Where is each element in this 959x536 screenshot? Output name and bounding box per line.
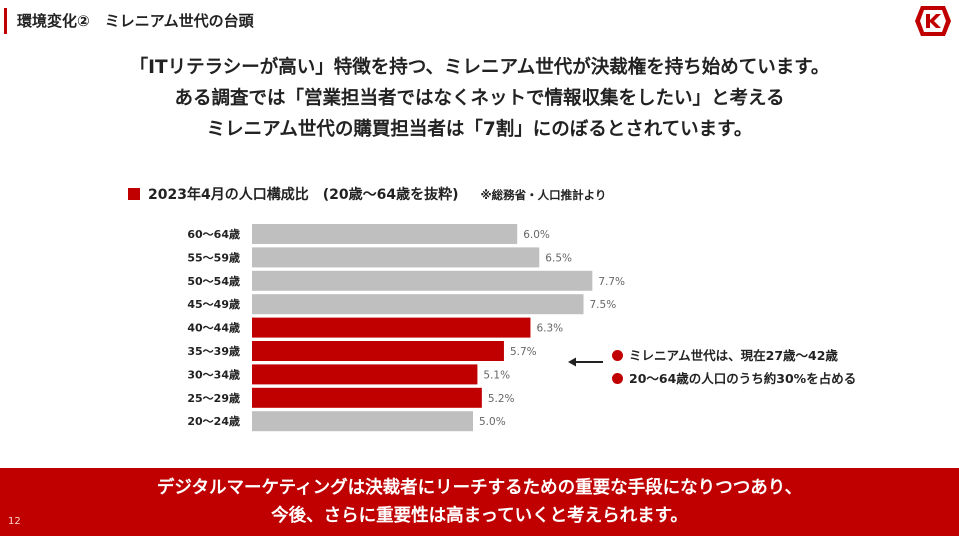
headline-line: ある調査では「営業担当者ではなくネットで情報収集をしたい」と考える	[174, 88, 785, 109]
value-label: 6.3%	[536, 323, 563, 335]
bar-4	[252, 294, 584, 315]
value-label: 5.0%	[479, 416, 506, 428]
callout-text: ミレニアム世代は、現在27歳～42歳	[629, 348, 838, 363]
callout-item: 20～64歳の人口のうち約30%を占める	[612, 367, 856, 390]
category-label: 40～44歳	[187, 321, 240, 335]
value-label: 5.2%	[488, 393, 515, 405]
category-label: 55～59歳	[187, 250, 240, 264]
bar-8	[252, 387, 482, 408]
page-title: 環境変化② ミレニアム世代の台頭	[4, 8, 254, 34]
page-number: 12	[8, 516, 21, 527]
chart-source: ※総務省・人口推計より	[480, 188, 607, 202]
headline-line: 「ITリテラシーが高い」特徴を持つ、ミレニアム世代が決裁権を持ち始めています。	[129, 57, 830, 78]
value-label: 6.5%	[545, 252, 572, 264]
callout: ミレニアム世代は、現在27歳～42歳 20～64歳の人口のうち約30%を占める	[612, 344, 856, 390]
value-label: 6.0%	[523, 229, 550, 241]
red-square-icon	[128, 188, 140, 200]
category-label: 45～49歳	[187, 297, 240, 311]
bar-2	[252, 247, 540, 268]
bar-5	[252, 317, 531, 338]
category-label: 30～34歳	[187, 367, 240, 381]
value-label: 5.7%	[510, 346, 537, 358]
left-arrow-icon	[568, 357, 603, 367]
bar-1	[252, 224, 518, 244]
bar-3	[252, 270, 593, 291]
category-label: 25～29歳	[187, 391, 240, 405]
bar-6	[252, 341, 504, 361]
red-dot-icon	[612, 373, 623, 384]
category-label: 20～24歳	[187, 414, 240, 428]
value-label: 7.5%	[590, 299, 617, 311]
bar-9	[252, 411, 473, 432]
red-dot-icon	[612, 350, 623, 361]
footer-line: 今後、さらに重要性は高まっていくと考えられます。	[271, 506, 688, 526]
headline: 「ITリテラシーが高い」特徴を持つ、ミレニアム世代が決裁権を持ち始めています。 …	[0, 52, 959, 145]
value-label: 7.7%	[598, 276, 625, 288]
chart-title: 2023年4月の人口構成比 (20歳～64歳を抜粋) ※総務省・人口推計より	[128, 184, 606, 204]
headline-line: ミレニアム世代の購買担当者は「7割」にのぼるとされています。	[206, 119, 753, 140]
category-label: 35～39歳	[187, 344, 240, 358]
value-label: 5.1%	[483, 369, 510, 381]
footer-banner: デジタルマーケティングは決裁者にリーチするための重要な手段になりつつあり、 今後…	[0, 468, 959, 536]
chart-title-text: 2023年4月の人口構成比 (20歳～64歳を抜粋)	[148, 187, 459, 203]
category-label: 50～54歳	[187, 274, 240, 288]
brand-logo-icon	[915, 6, 951, 36]
callout-text: 20～64歳の人口のうち約30%を占める	[629, 371, 857, 386]
bar-7	[252, 364, 478, 385]
callout-item: ミレニアム世代は、現在27歳～42歳	[612, 344, 856, 367]
footer-line: デジタルマーケティングは決裁者にリーチするための重要な手段になりつつあり、	[156, 478, 803, 498]
category-label: 60～64歳	[187, 227, 240, 241]
